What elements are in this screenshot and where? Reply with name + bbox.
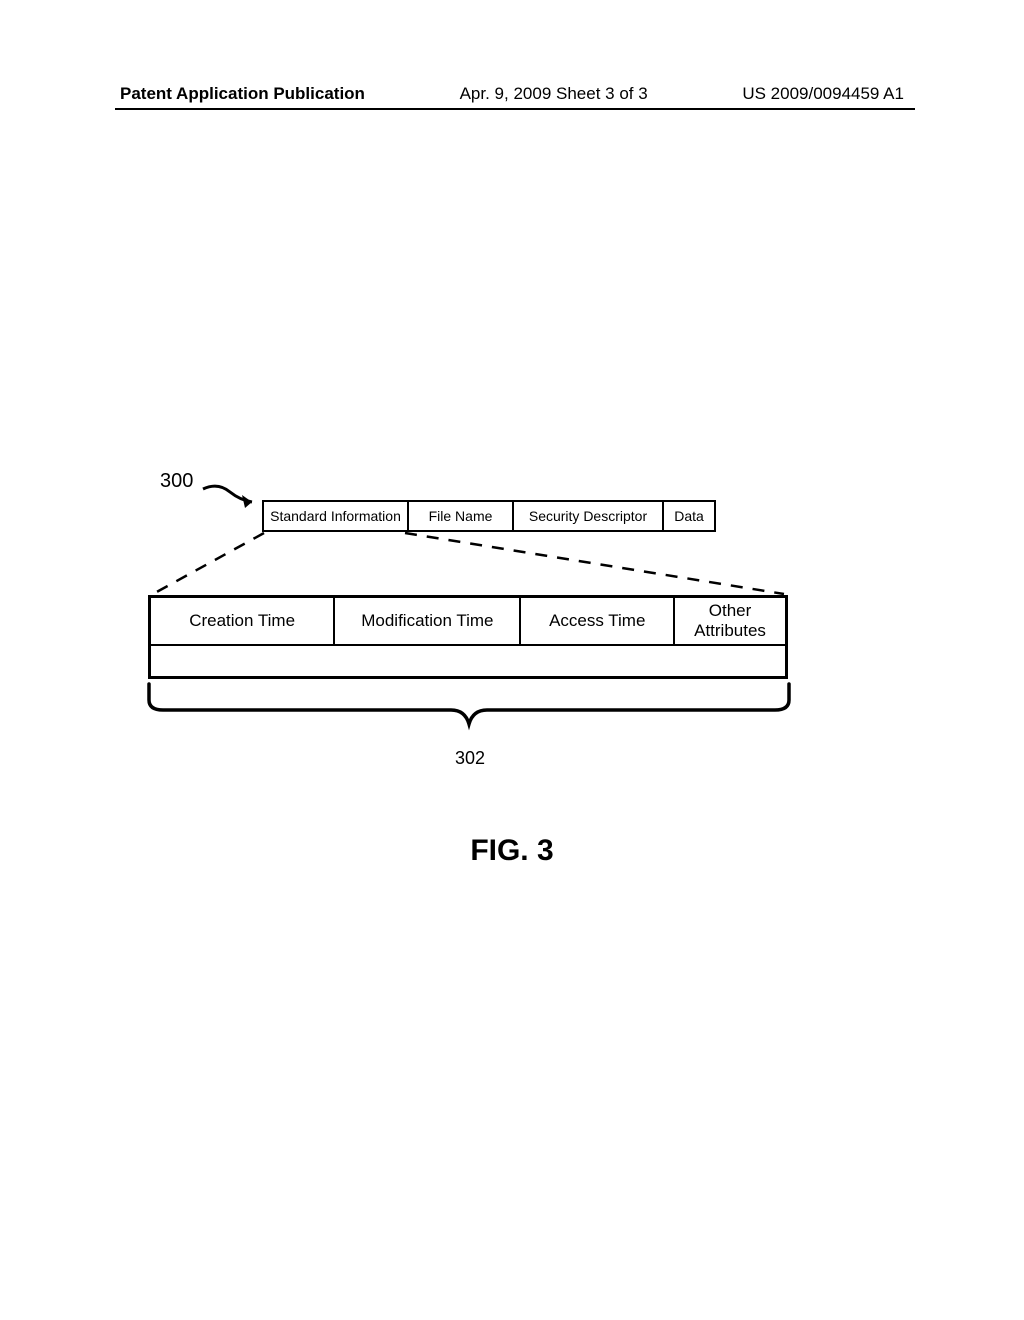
cell-access-time: Access Time bbox=[521, 598, 675, 644]
header-rule bbox=[115, 108, 915, 110]
top-record-row: Standard Information File Name Security … bbox=[262, 500, 716, 532]
header-left: Patent Application Publication bbox=[120, 84, 365, 104]
standard-info-detail: Creation Time Modification Time Access T… bbox=[148, 595, 788, 679]
cell-standard-information: Standard Information bbox=[264, 502, 409, 530]
arrow-300 bbox=[200, 484, 260, 512]
dash-right bbox=[405, 533, 784, 594]
detail-empty-row bbox=[151, 646, 785, 676]
reference-300: 300 bbox=[160, 470, 193, 493]
cell-creation-time: Creation Time bbox=[151, 598, 335, 644]
cell-file-name: File Name bbox=[409, 502, 514, 530]
figure-title: FIG. 3 bbox=[0, 834, 1024, 868]
cell-data: Data bbox=[664, 502, 714, 530]
reference-302: 302 bbox=[455, 748, 485, 769]
brace-302 bbox=[145, 680, 793, 735]
cell-other-attributes: Other Attributes bbox=[675, 598, 785, 644]
cell-modification-time: Modification Time bbox=[335, 598, 521, 644]
cell-security-descriptor: Security Descriptor bbox=[514, 502, 664, 530]
header-center: Apr. 9, 2009 Sheet 3 of 3 bbox=[460, 84, 648, 104]
dash-left bbox=[153, 533, 264, 594]
page-header: Patent Application Publication Apr. 9, 2… bbox=[0, 84, 1024, 104]
header-right: US 2009/0094459 A1 bbox=[742, 84, 904, 104]
detail-row: Creation Time Modification Time Access T… bbox=[151, 598, 785, 646]
